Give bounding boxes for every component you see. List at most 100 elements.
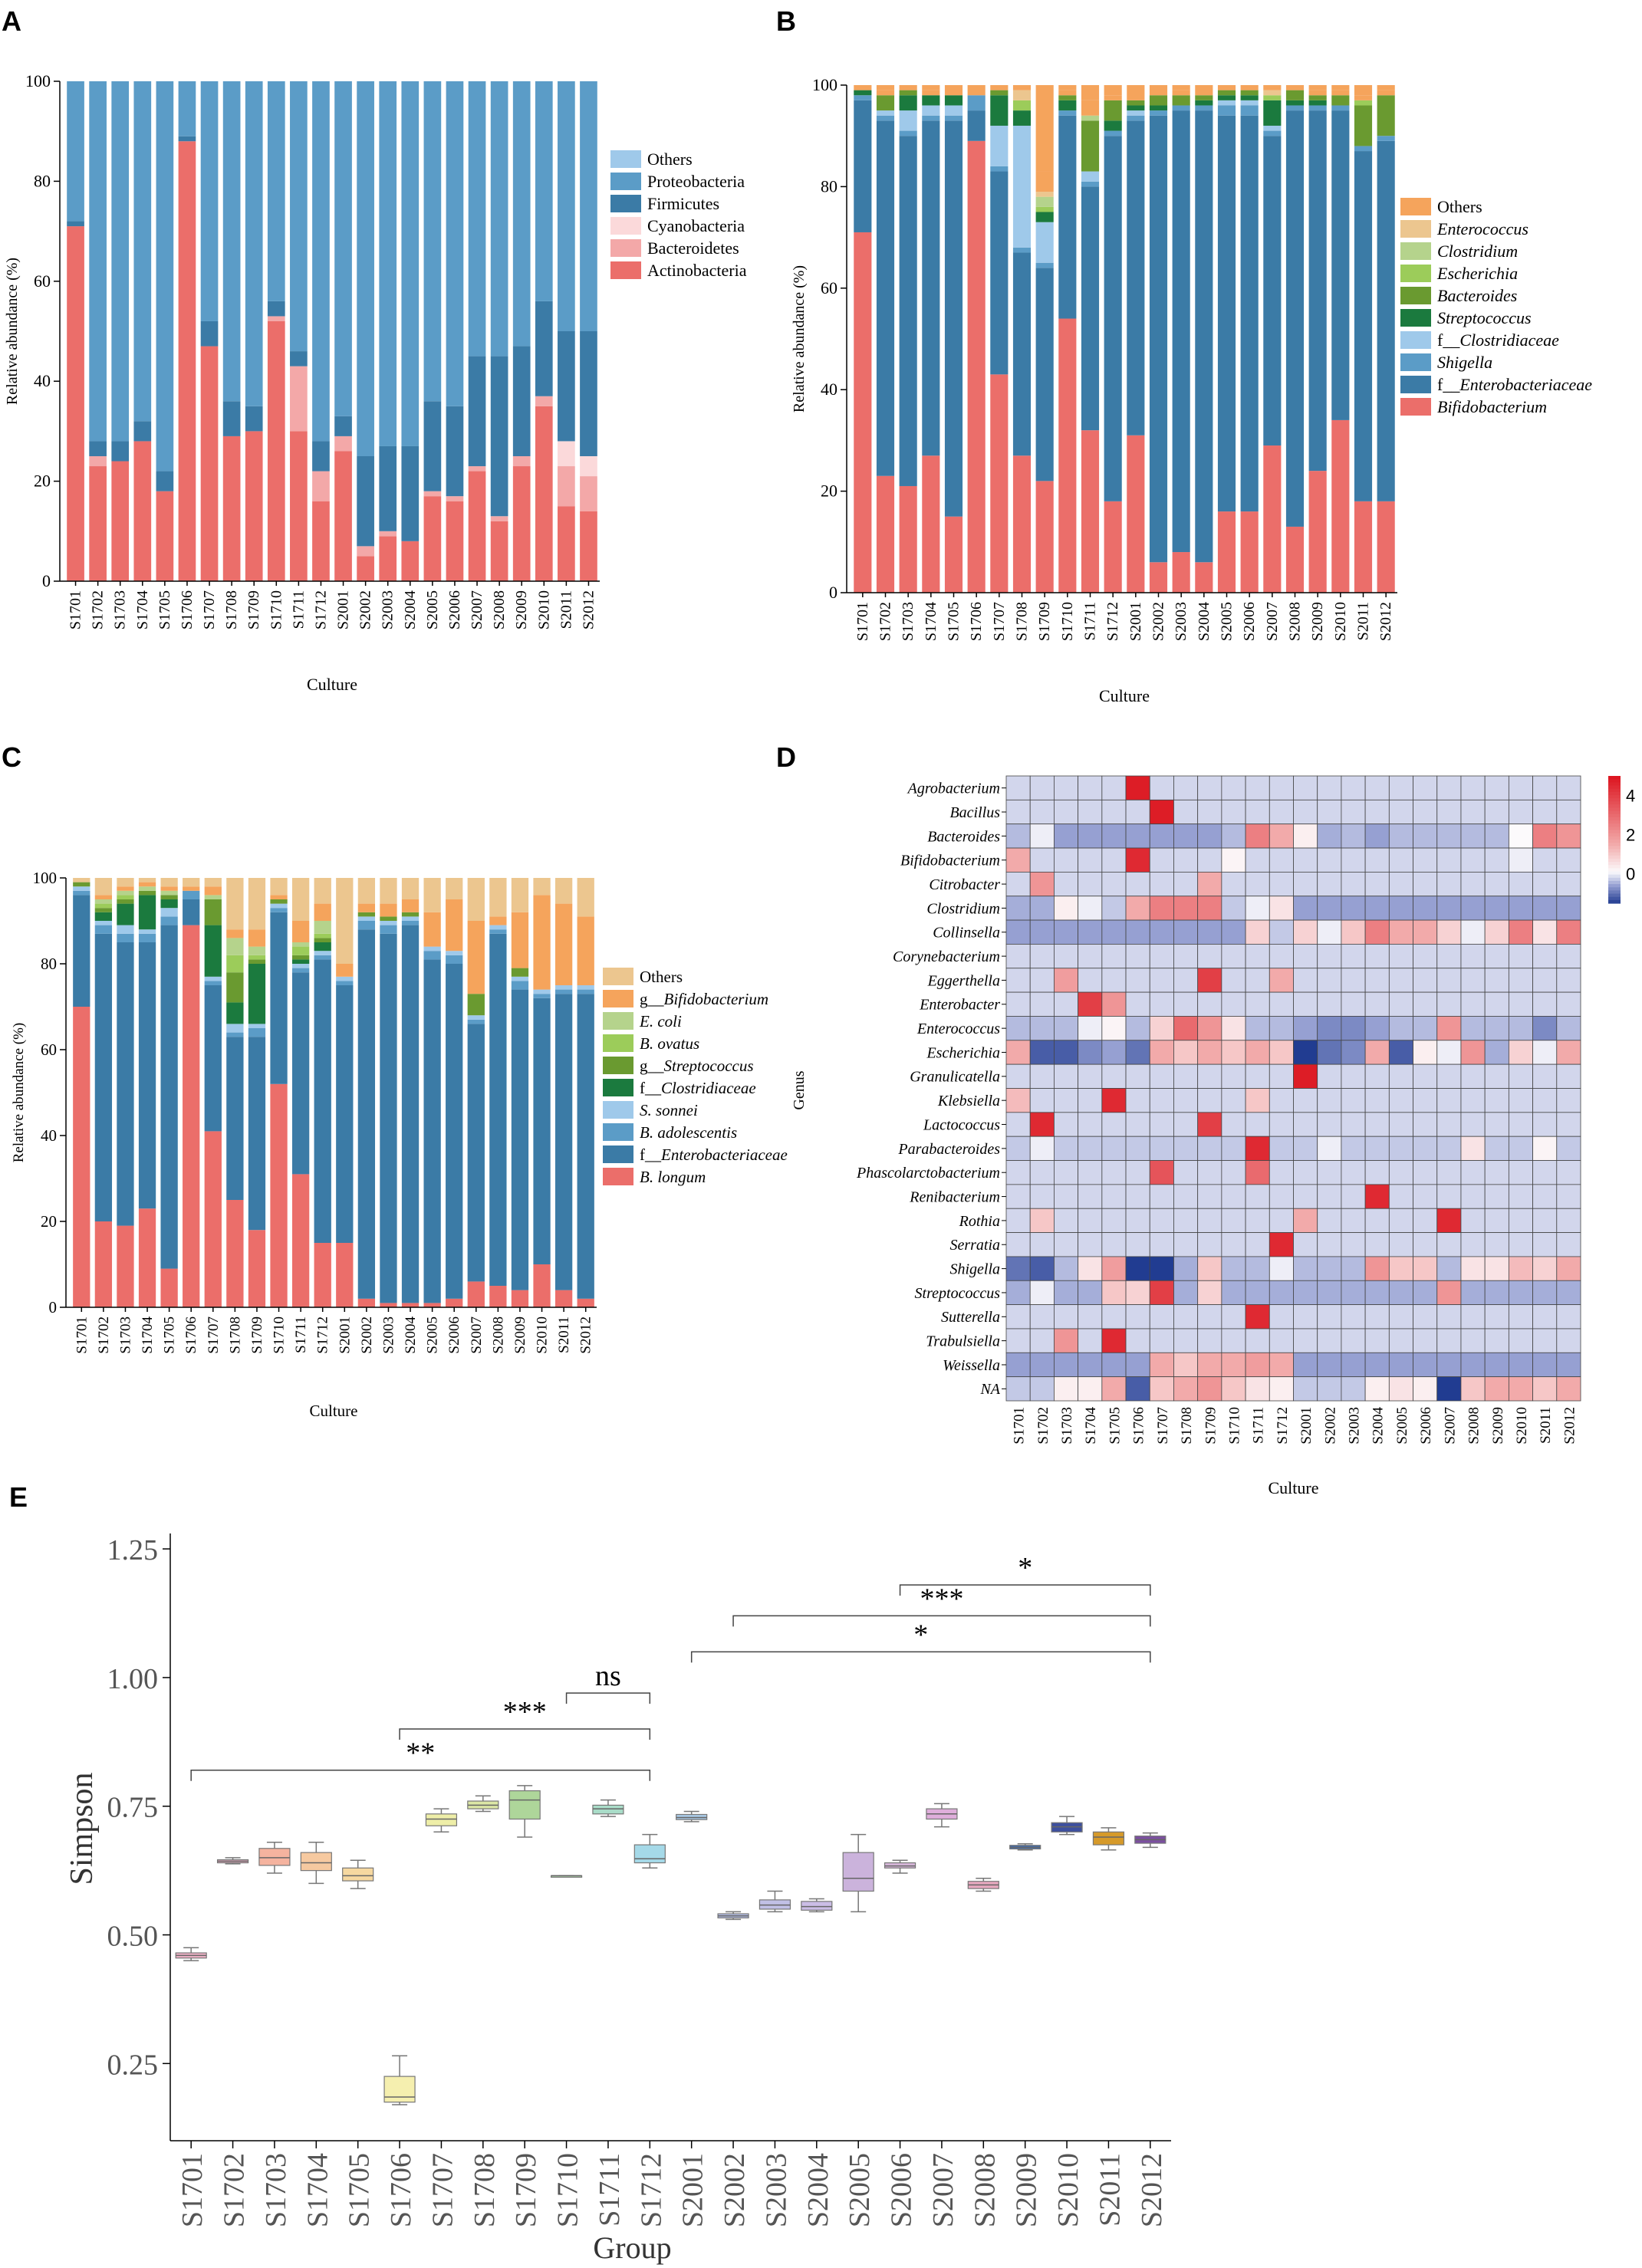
- y-tick-label: 0: [49, 1298, 58, 1316]
- bar-segment: [1217, 105, 1236, 116]
- heatmap-cell: [1556, 896, 1581, 921]
- heatmap-cell: [1245, 847, 1270, 873]
- row-label: Bacteroides: [927, 828, 1000, 845]
- heatmap-cell: [1556, 1304, 1581, 1330]
- heatmap-cell: [1221, 1184, 1246, 1209]
- heatmap-cell: [1388, 1088, 1413, 1113]
- heatmap-cell: [1293, 1063, 1318, 1089]
- heatmap-cell: [1149, 1160, 1174, 1185]
- heatmap-cell: [1508, 1352, 1533, 1378]
- bar-segment: [204, 925, 222, 977]
- bar-segment: [290, 81, 308, 352]
- bar-segment: [1058, 110, 1077, 116]
- heatmap-cell: [1508, 991, 1533, 1017]
- heatmap-cell: [1173, 871, 1199, 897]
- x-tick-label: S1704: [134, 590, 151, 629]
- bar-segment: [138, 929, 156, 934]
- col-label: S2005: [1394, 1407, 1410, 1445]
- heatmap-cell: [1029, 991, 1055, 1017]
- heatmap-cell: [1005, 944, 1031, 969]
- heatmap-cell: [1125, 896, 1150, 921]
- x-tick-label: S2006: [886, 2153, 918, 2227]
- bar-segment: [133, 81, 152, 422]
- bar-segment: [580, 476, 597, 511]
- heatmap-cell: [1317, 1280, 1342, 1306]
- x-tick-label: S2001: [677, 2153, 709, 2227]
- heatmap-cell: [1054, 1304, 1079, 1330]
- y-tick-label: 60: [34, 271, 51, 291]
- significance-label: **: [406, 1737, 435, 1770]
- colorbar-step: [1608, 843, 1621, 846]
- bar-segment: [423, 1303, 441, 1307]
- bar-segment: [291, 878, 310, 921]
- significance-bracket: [899, 1584, 1151, 1596]
- heatmap-cell: [1054, 1256, 1079, 1281]
- heatmap-cell: [1413, 799, 1438, 825]
- x-tick-label: S1703: [260, 2153, 292, 2227]
- y-tick-label: 80: [821, 176, 837, 196]
- heatmap-cell: [1173, 1160, 1199, 1185]
- bar-segment: [512, 81, 531, 347]
- col-label: S1710: [1226, 1407, 1242, 1445]
- heatmap-cell: [1245, 823, 1270, 849]
- heatmap-cell: [1484, 775, 1509, 800]
- legend-label: E. coli: [639, 1012, 682, 1030]
- bar-segment: [1149, 105, 1168, 111]
- bar-segment: [1217, 115, 1236, 512]
- heatmap-cell: [1532, 1016, 1558, 1041]
- heatmap-cell: [1149, 1328, 1174, 1353]
- bar-segment: [468, 356, 486, 467]
- heatmap-cell: [1269, 1160, 1294, 1185]
- heatmap-cell: [1078, 968, 1103, 993]
- bar-segment: [922, 455, 940, 593]
- heatmap-cell: [1317, 1040, 1342, 1065]
- x-tick-label: S2007: [469, 590, 485, 629]
- bar-segment: [73, 1007, 90, 1307]
- heatmap-cell: [1005, 1112, 1031, 1137]
- panel-e-box-plot: 0.25 0.50 0.75 1.00 1.25 S1701 S1702 S1703 S1704…: [64, 1533, 1171, 2265]
- y-axis-title: Genus: [791, 1070, 808, 1109]
- bar-segment: [446, 951, 463, 955]
- heatmap-cell: [1197, 968, 1222, 993]
- bar-segment: [1127, 435, 1145, 593]
- heatmap-cell: [1149, 944, 1174, 969]
- legend-label: Escherichia: [1436, 264, 1518, 283]
- heatmap-cell: [1197, 1328, 1222, 1353]
- x-tick-label: S1710: [1059, 602, 1076, 641]
- bar-segment: [67, 221, 84, 227]
- bar-segment: [554, 903, 573, 985]
- heatmap-cell: [1317, 775, 1342, 800]
- bar-segment: [490, 356, 508, 517]
- heatmap-cell: [1341, 1376, 1366, 1402]
- bar-segment-remainder: [1012, 85, 1032, 90]
- bar-segment: [270, 895, 288, 899]
- heatmap-cell: [1029, 1040, 1055, 1065]
- heatmap-cell: [1197, 823, 1222, 849]
- bar-segment: [423, 491, 442, 497]
- heatmap-cell: [1125, 991, 1150, 1017]
- x-tick-label: S1709: [249, 1316, 265, 1354]
- bar-segment: [200, 81, 219, 321]
- heatmap-cell: [1054, 919, 1079, 945]
- heatmap-cell: [1484, 871, 1509, 897]
- heatmap-cell: [1125, 1280, 1150, 1306]
- bar-segment: [446, 1298, 463, 1307]
- heatmap-cell: [1364, 991, 1390, 1017]
- legend-label: Actinobacteria: [647, 261, 747, 280]
- heatmap-cell: [1484, 1136, 1509, 1161]
- x-tick-label: S2006: [446, 590, 463, 629]
- heatmap-cell: [1388, 944, 1413, 969]
- bar-segment: [1012, 90, 1032, 100]
- heatmap-cell: [1221, 896, 1246, 921]
- x-tick-label: S1704: [301, 2153, 334, 2227]
- legend-label: Others: [647, 150, 693, 169]
- heatmap-cell: [1436, 1328, 1462, 1353]
- heatmap-cell: [1054, 1280, 1079, 1306]
- x-tick-label: S1702: [219, 2153, 251, 2227]
- heatmap-cell: [1245, 968, 1270, 993]
- heatmap-cell: [1149, 896, 1174, 921]
- heatmap-cell: [1532, 1040, 1558, 1065]
- colorbar-step: [1608, 887, 1621, 891]
- bar-segment: [357, 916, 376, 921]
- heatmap-cell: [1054, 1232, 1079, 1257]
